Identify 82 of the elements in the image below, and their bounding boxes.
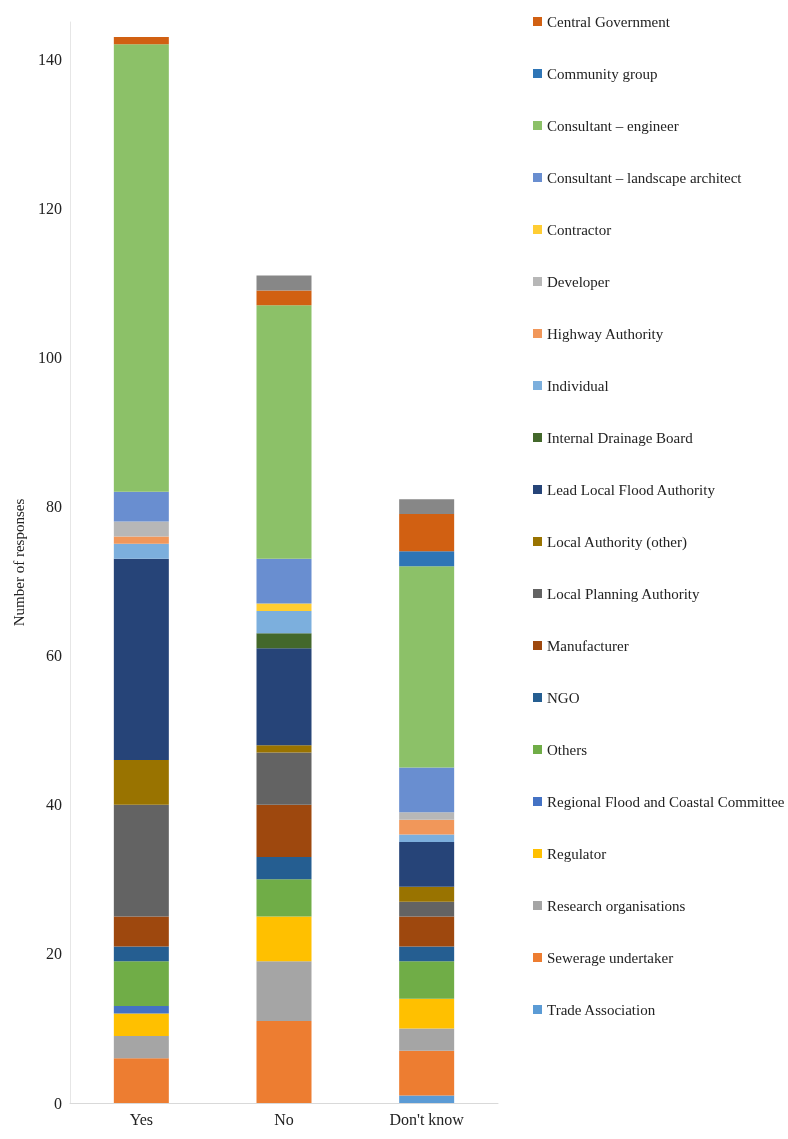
bar (113, 1013, 169, 1036)
bar (256, 879, 312, 917)
y-tick-label: 0 (54, 1094, 62, 1112)
bar (399, 1028, 455, 1051)
legend-label: Contractor (547, 221, 612, 238)
legend-label: Regulator (547, 845, 607, 862)
bar (256, 558, 312, 604)
legend-label: Others (547, 741, 588, 758)
bar (256, 275, 312, 291)
bar (399, 812, 455, 820)
bar (256, 856, 312, 880)
bar (256, 804, 312, 857)
bar (113, 1006, 169, 1014)
legend-label: Regional Flood and Coastal Committee (547, 793, 785, 810)
bar (399, 946, 455, 962)
bar (399, 834, 455, 843)
legend-label: Consultant – landscape architect (547, 169, 743, 186)
bar (399, 842, 455, 887)
bar (256, 290, 312, 306)
bar (113, 491, 169, 522)
legend-label: Consultant – engineer (547, 117, 679, 134)
y-tick-label: 80 (46, 498, 62, 516)
y-tick-label: 140 (38, 50, 62, 68)
legend-label: Community group (547, 65, 658, 82)
y-tick-label: 40 (46, 796, 62, 814)
bar (399, 886, 455, 902)
y-tick-label: 120 (38, 199, 62, 217)
bar (399, 901, 455, 917)
legend-label: Manufacturer (547, 637, 629, 654)
bar (399, 1050, 455, 1096)
bar (256, 648, 312, 746)
bar (113, 961, 169, 1007)
legend-label: Highway Authority (547, 325, 664, 342)
y-tick-label: 100 (38, 348, 62, 366)
y-tick-label: 60 (46, 647, 62, 665)
bar (399, 916, 455, 947)
bar (113, 760, 169, 805)
legend-label: Research organisations (547, 897, 686, 914)
x-tick-label: Don't know (389, 1110, 465, 1128)
bar (113, 1035, 169, 1059)
legend-label: Internal Drainage Board (547, 429, 694, 446)
legend-label: Individual (547, 377, 609, 394)
bar (256, 633, 312, 649)
bar (256, 745, 312, 753)
legend-label: Local Authority (other) (547, 533, 687, 551)
bar (399, 819, 455, 835)
bar (113, 1058, 169, 1103)
y-tick-label: 20 (46, 945, 62, 963)
bar (399, 998, 455, 1029)
x-tick-label: No (274, 1110, 294, 1128)
legend-label: NGO (547, 689, 580, 706)
bar (113, 543, 169, 559)
bar (113, 536, 169, 544)
bar (399, 514, 455, 552)
bar (113, 916, 169, 947)
bar (113, 946, 169, 962)
bar (256, 610, 312, 634)
bar (113, 44, 169, 492)
legend-label: Central Government (547, 13, 671, 30)
bar (113, 36, 169, 45)
legend-label: Sewerage undertaker (547, 949, 674, 966)
bar (256, 1020, 312, 1103)
bar (113, 804, 169, 917)
bar (113, 558, 169, 761)
bar (256, 752, 312, 805)
bar (256, 305, 312, 559)
legend-label: Developer (547, 273, 610, 290)
legend-label: Local Planning Authority (547, 585, 700, 602)
x-tick-label: Yes (129, 1110, 153, 1128)
bar (399, 566, 455, 768)
bar (256, 961, 312, 1021)
legend-label: Lead Local Flood Authority (547, 481, 716, 498)
bar (113, 521, 169, 537)
bar (256, 603, 312, 611)
legend-label: Trade Association (547, 1001, 656, 1018)
bar (399, 767, 455, 813)
bar (399, 551, 455, 567)
bar (399, 961, 455, 999)
bar (256, 916, 312, 962)
bar (399, 499, 455, 515)
bar (399, 1095, 455, 1103)
y-axis-title: Number of responses (10, 498, 27, 627)
